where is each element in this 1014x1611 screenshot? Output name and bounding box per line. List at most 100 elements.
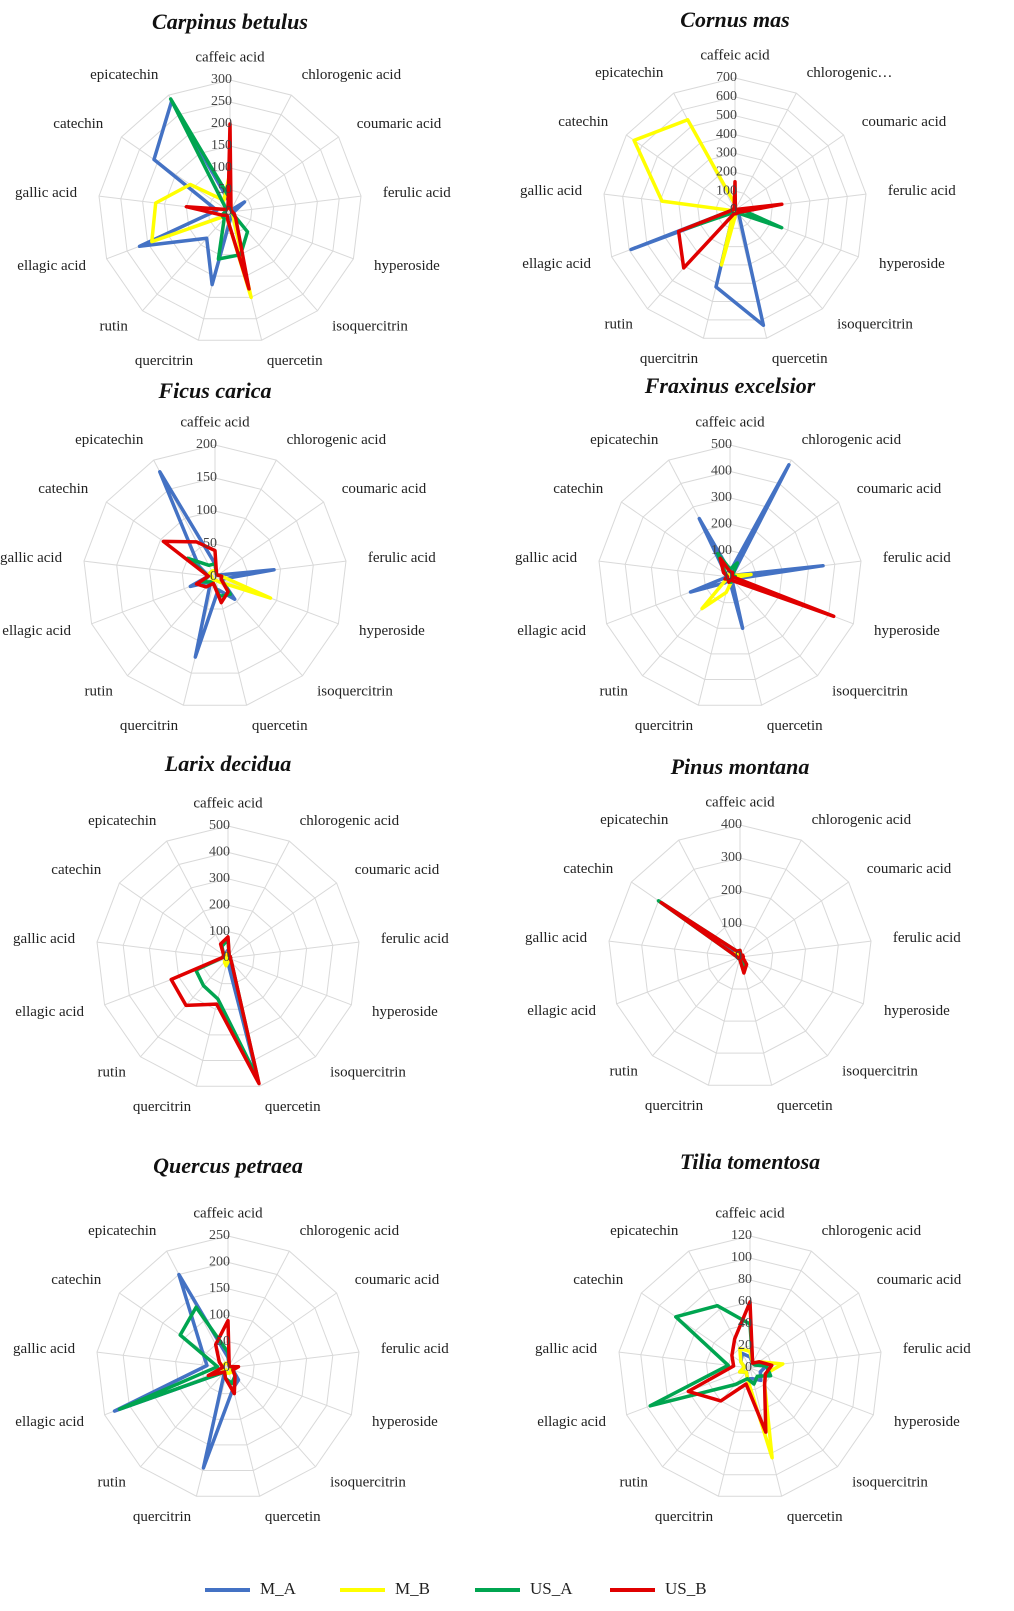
spoke bbox=[121, 136, 231, 213]
grid-ring bbox=[618, 1235, 882, 1497]
series-line bbox=[686, 1300, 774, 1434]
spoke bbox=[119, 1292, 229, 1369]
y-tick-label: 200 bbox=[721, 883, 742, 898]
category-label: caffeic acid bbox=[193, 1205, 263, 1221]
y-tick-label: 0 bbox=[725, 569, 732, 584]
category-label: quercitrin bbox=[133, 1099, 192, 1115]
category-label: coumaric acid bbox=[355, 862, 440, 878]
spoke bbox=[739, 956, 828, 1057]
spoke bbox=[616, 956, 741, 1005]
y-tick-label: 700 bbox=[716, 70, 737, 85]
category-label: ellagic acid bbox=[17, 258, 86, 274]
y-tick-label: 100 bbox=[711, 543, 732, 558]
category-label: epicatechin bbox=[610, 1223, 679, 1239]
radar-chart: Quercus petraea caffeic acid chlorogenic a… bbox=[13, 1153, 449, 1525]
chart-title: Larix decidua bbox=[164, 751, 292, 776]
grid-ring bbox=[175, 1314, 281, 1420]
spoke bbox=[707, 956, 741, 1086]
category-label: rutin bbox=[610, 1064, 639, 1080]
category-label: coumaric acid bbox=[862, 114, 947, 130]
grid-ring bbox=[624, 470, 836, 680]
spoke bbox=[739, 839, 802, 958]
chart-title: Pinus montana bbox=[670, 754, 810, 779]
category-label: quercetin bbox=[252, 718, 308, 734]
category-label: gallic acid bbox=[520, 183, 583, 199]
grid-ring bbox=[640, 1257, 860, 1476]
category-label: quercetin bbox=[265, 1099, 321, 1115]
spoke bbox=[127, 576, 216, 677]
spoke bbox=[227, 882, 337, 959]
spoke bbox=[717, 1367, 751, 1497]
grid-ring bbox=[201, 931, 255, 985]
y-tick-label: 250 bbox=[209, 1228, 230, 1243]
grid-ring bbox=[98, 79, 362, 341]
spoke bbox=[119, 882, 229, 959]
grid-ring bbox=[598, 444, 862, 706]
category-label: rutin bbox=[100, 319, 129, 335]
spoke bbox=[652, 956, 741, 1057]
category-label: ferulic acid bbox=[383, 185, 451, 201]
category-label: gallic acid bbox=[13, 931, 76, 947]
category-label: isoquercitrin bbox=[330, 1065, 406, 1081]
spoke bbox=[678, 839, 741, 958]
spoke bbox=[229, 195, 362, 213]
legend-label: US_B bbox=[665, 1579, 707, 1598]
grid-ring bbox=[96, 1235, 360, 1497]
y-tick-label: 100 bbox=[196, 503, 217, 518]
y-tick-label: 100 bbox=[209, 924, 230, 939]
category-label: ferulic acid bbox=[381, 931, 449, 947]
category-label: epicatechin bbox=[595, 65, 664, 81]
category-label: chlorogenic acid bbox=[812, 812, 912, 828]
y-tick-label: 300 bbox=[209, 871, 230, 886]
grid-ring bbox=[603, 77, 867, 339]
category-label: hyperoside bbox=[884, 1003, 950, 1019]
grid-ring bbox=[148, 1288, 308, 1446]
category-label: caffeic acid bbox=[193, 795, 263, 811]
category-label: quercitrin bbox=[120, 718, 179, 734]
y-tick-label: 80 bbox=[738, 1272, 752, 1287]
category-label: hyperoside bbox=[372, 1004, 438, 1020]
category-label: isoquercitrin bbox=[852, 1475, 928, 1491]
spoke bbox=[739, 940, 872, 958]
category-label: gallic acid bbox=[0, 550, 63, 566]
series-line bbox=[161, 539, 230, 605]
radar-chart: Pinus montana caffeic acid chlorogenic aci… bbox=[525, 754, 961, 1114]
grid-ring bbox=[650, 497, 810, 655]
category-label: isoquercitrin bbox=[330, 1475, 406, 1491]
y-tick-label: 500 bbox=[711, 437, 732, 452]
spoke bbox=[214, 576, 339, 625]
y-tick-label: 40 bbox=[738, 1316, 752, 1331]
category-label: ferulic acid bbox=[903, 1341, 971, 1357]
category-label: ellagic acid bbox=[15, 1004, 84, 1020]
category-label: ellagic acid bbox=[522, 256, 591, 272]
chart-title: Fraxinus excelsior bbox=[644, 373, 816, 398]
spoke bbox=[140, 1367, 229, 1468]
spoke bbox=[626, 134, 736, 211]
spoke bbox=[195, 957, 229, 1087]
category-label: hyperoside bbox=[372, 1414, 438, 1430]
category-label: quercetin bbox=[777, 1098, 833, 1114]
category-label: ferulic acid bbox=[893, 930, 961, 946]
series-line bbox=[648, 1303, 773, 1408]
category-label: hyperoside bbox=[374, 258, 440, 274]
category-label: quercetin bbox=[787, 1509, 843, 1525]
category-label: ferulic acid bbox=[883, 550, 951, 566]
y-tick-label: 200 bbox=[209, 897, 230, 912]
spoke bbox=[227, 1351, 360, 1369]
category-label: coumaric acid bbox=[867, 861, 952, 877]
spoke bbox=[749, 1250, 812, 1369]
grid-ring bbox=[83, 444, 347, 706]
spoke bbox=[214, 501, 324, 578]
category-label: catechin bbox=[38, 481, 88, 497]
grid-ring bbox=[662, 1279, 838, 1454]
y-tick-label: 20 bbox=[738, 1338, 752, 1353]
y-tick-label: 150 bbox=[196, 470, 217, 485]
grid-ring bbox=[697, 171, 773, 248]
category-label: coumaric acid bbox=[355, 1272, 440, 1288]
category-label: ellagic acid bbox=[527, 1003, 596, 1019]
chart-title: Tilia tomentosa bbox=[680, 1149, 820, 1174]
spoke bbox=[214, 459, 277, 578]
category-label: catechin bbox=[553, 481, 603, 497]
category-label: gallic acid bbox=[15, 185, 78, 201]
category-label: ellagic acid bbox=[537, 1414, 606, 1430]
